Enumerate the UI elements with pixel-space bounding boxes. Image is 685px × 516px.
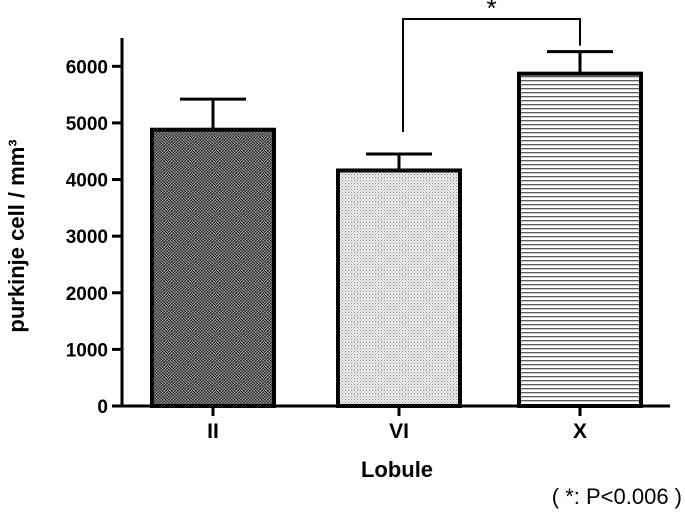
y-tick-label: 1000 [66,340,108,361]
bar-x [517,71,643,408]
significance-line [402,18,581,133]
x-tick-label-vi: VI [389,420,409,443]
y-axis: 0 1000 2000 3000 4000 5000 6000 [66,38,124,418]
y-axis-title: purkinje cell / mm³ [4,139,29,332]
bars [150,71,643,408]
y-tick-label: 2000 [66,284,108,305]
y-tick-label: 0 [97,397,108,418]
y-tick-label: 4000 [66,171,108,192]
x-axis-title: Lobule [361,457,433,482]
bar-ii [150,127,276,408]
error-bars [180,50,613,171]
y-tick-label: 5000 [66,114,108,135]
significance-bracket: * [402,0,581,133]
x-tick-label-ii: II [207,420,219,443]
x-axis: II VI X [120,404,670,443]
significance-star: * [486,0,496,23]
p-value-footnote: ( *: P<0.006 ) [552,484,682,509]
bar-vi [336,168,462,408]
y-tick-label: 6000 [66,57,108,78]
y-tick-label: 3000 [66,227,108,248]
x-tick-label-x: X [573,420,587,443]
